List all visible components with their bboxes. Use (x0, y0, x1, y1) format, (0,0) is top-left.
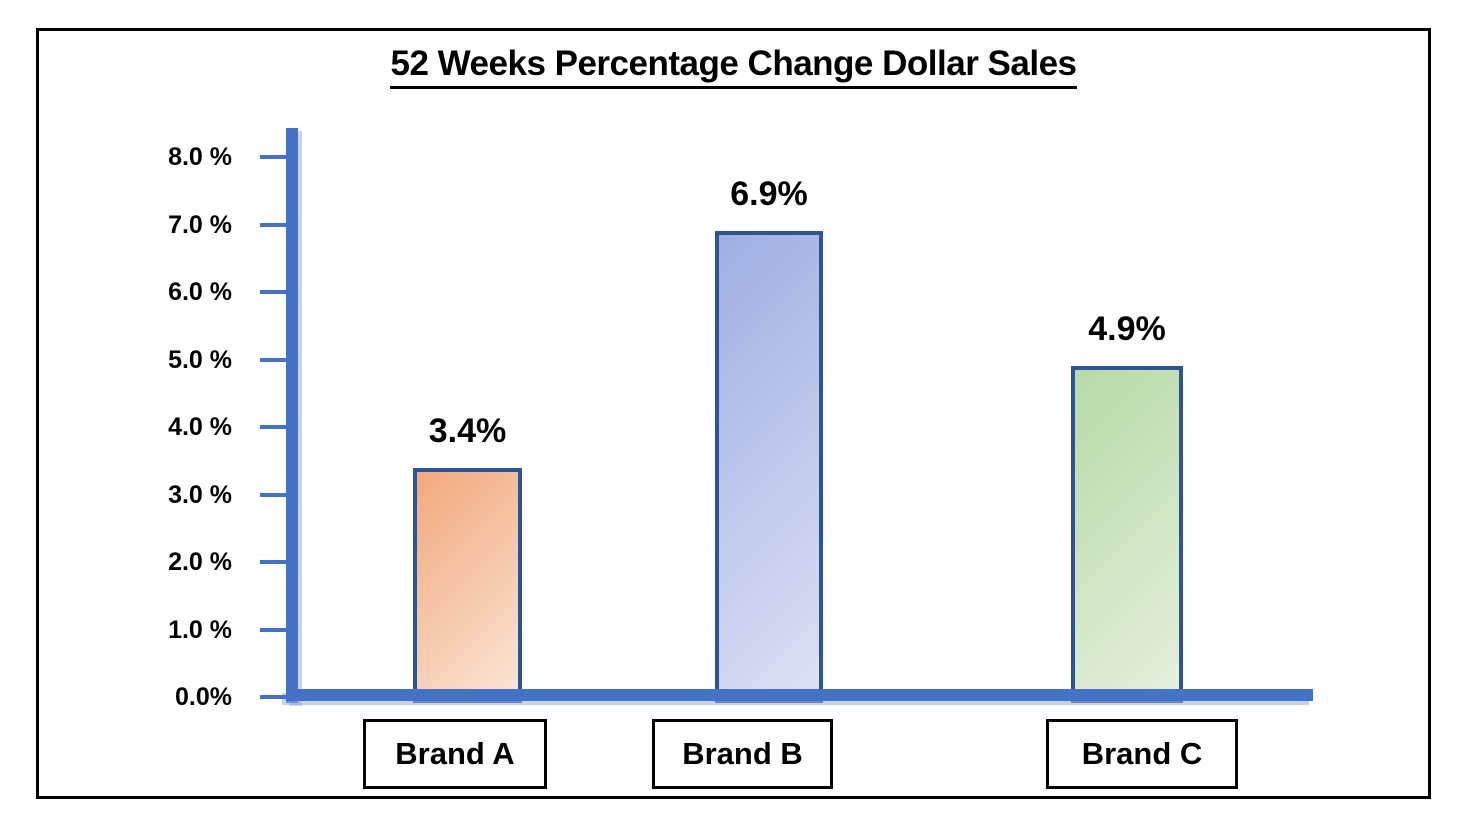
category-label-brand-c: Brand C (1046, 719, 1238, 789)
category-label-brand-a: Brand A (363, 719, 547, 789)
y-tick-label-4: 4.0 % (168, 413, 232, 441)
bar-brand-a (413, 467, 522, 703)
bar-brand-c (1071, 366, 1183, 703)
y-tick-mark-8 (260, 155, 286, 159)
y-tick-label-6: 6.0 % (168, 278, 232, 306)
y-tick-mark-1 (260, 627, 286, 632)
y-tick-mark-6 (260, 290, 286, 294)
value-label-brand-a: 3.4% (428, 411, 507, 450)
y-tick-mark-2 (260, 560, 286, 564)
bar-brand-b (715, 231, 823, 703)
y-tick-mark-4 (260, 425, 286, 429)
y-tick-label-8: 8.0 % (168, 143, 232, 171)
value-label-brand-c: 4.9% (1088, 310, 1166, 349)
y-tick-mark-3 (260, 492, 286, 497)
y-tick-label-1: 1.0 % (168, 615, 232, 644)
x-axis-line (286, 689, 1313, 701)
y-tick-mark-5 (260, 357, 286, 362)
y-tick-mark-0 (260, 695, 286, 699)
y-axis-line (286, 128, 298, 703)
value-label-brand-b: 6.9% (730, 175, 808, 214)
y-tick-label-0: 0.0% (175, 683, 232, 711)
chart-title-text: 52 Weeks Percentage Change Dollar Sales (390, 44, 1077, 89)
y-tick-mark-7 (260, 222, 286, 227)
y-tick-label-2: 2.0 % (168, 548, 232, 576)
y-tick-label-3: 3.0 % (168, 480, 232, 509)
chart-title: 52 Weeks Percentage Change Dollar Sales (36, 44, 1431, 89)
y-tick-label-5: 5.0 % (168, 345, 232, 374)
y-tick-label-7: 7.0 % (168, 210, 232, 239)
category-label-brand-b: Brand B (652, 719, 833, 789)
